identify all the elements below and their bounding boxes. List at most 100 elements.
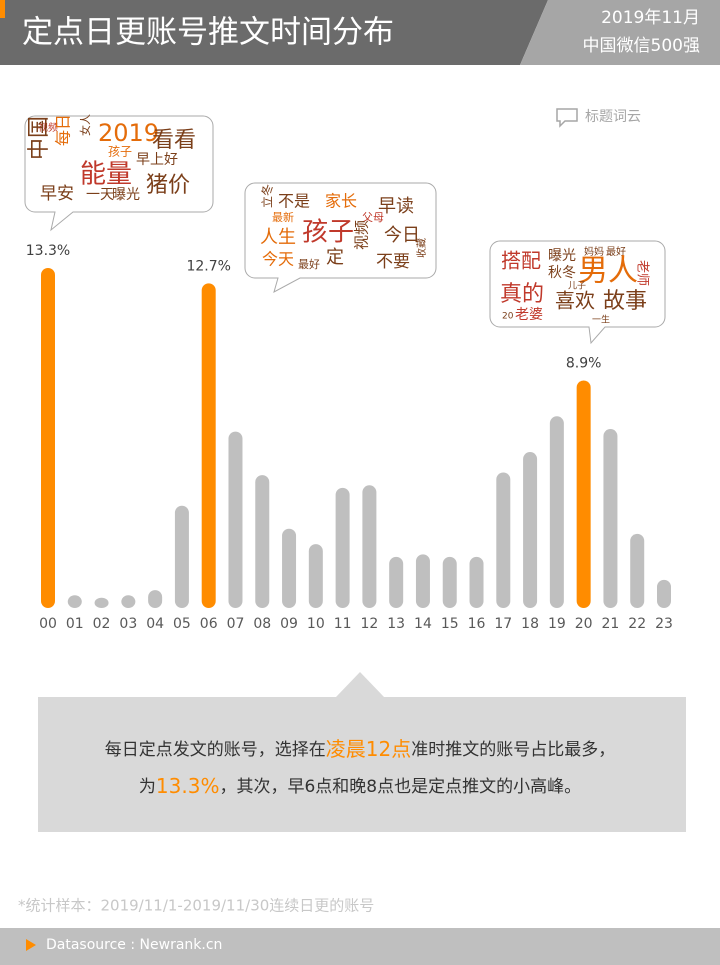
bar (442, 556, 457, 608)
cloud-word: 定 (326, 247, 344, 268)
bar (576, 380, 591, 608)
bar (41, 268, 55, 608)
cloud-word: 儿子 (568, 281, 586, 292)
footer-text: Datasource : Newrank.cn (46, 937, 222, 953)
x-tick-label: 21 (602, 616, 620, 632)
highlight: 凌晨12点 (326, 737, 411, 761)
cloud-word: 孩子 (108, 145, 132, 159)
bar (174, 505, 189, 608)
cloud-word: 今天 (262, 250, 294, 269)
bar (496, 472, 511, 608)
cloud-bubble (489, 240, 666, 345)
x-tick-label: 22 (628, 616, 646, 632)
x-tick-label: 18 (521, 616, 539, 632)
highlight: 13.3% (156, 774, 220, 798)
cloud-word: 视频 (38, 121, 58, 134)
x-tick-label: 00 (39, 616, 57, 632)
cloud-word: 中国 (27, 116, 52, 160)
bar (228, 431, 243, 608)
bar (308, 544, 323, 608)
cloud-word: 每日 (54, 114, 73, 146)
cloud-word: 故事 (603, 289, 647, 314)
text: 每日定点发文的账号，选择在 (105, 740, 326, 760)
cloud-word: 家长 (325, 192, 357, 211)
cloud-word: 老师 (635, 260, 650, 286)
x-tick-label: 14 (414, 616, 432, 632)
legend-label: 标题词云 (585, 109, 641, 125)
value-label: 12.7% (186, 258, 230, 274)
x-tick-label: 16 (468, 616, 486, 632)
cloud-word: 最新 (272, 210, 294, 224)
cloud-word: 一天 (86, 187, 114, 203)
annotation-line: 每日定点发文的账号，选择在凌晨12点准时推文的账号占比最多， (105, 737, 615, 761)
bar (657, 579, 671, 608)
x-tick-label: 01 (66, 616, 84, 632)
cloud-word: 搭配 (501, 249, 541, 273)
x-tick-label: 02 (93, 616, 111, 632)
cloud-word: 收藏 (415, 238, 428, 258)
x-tick-label: 11 (334, 616, 352, 632)
footnote: *统计样本：2019/11/1-2019/11/30连续日更的账号 (18, 897, 374, 915)
x-tick-label: 12 (360, 616, 378, 632)
footer-bar (0, 928, 720, 965)
title: 定点日更账号推文时间分布 (22, 15, 394, 51)
cloud-word: 喜欢 (555, 289, 595, 313)
footer-icon (26, 939, 36, 951)
x-tick-label: 20 (575, 616, 593, 632)
x-tick-label: 03 (119, 616, 137, 632)
bar (282, 528, 297, 608)
date: 2019年11月 (601, 8, 700, 28)
header-side (520, 0, 720, 65)
cloud-word: 视频 (353, 220, 371, 250)
value-label: 13.3% (26, 243, 70, 259)
cloud-word: 看看 (152, 128, 196, 153)
cloud-word: 曝光 (548, 248, 576, 264)
x-tick-label: 05 (173, 616, 191, 632)
x-tick-label: 15 (441, 616, 459, 632)
cloud-word: 老婆 (515, 307, 543, 323)
text: 准时推文的账号占比最多， (411, 740, 615, 760)
text: 为 (139, 777, 156, 797)
x-tick-label: 17 (494, 616, 512, 632)
cloud-word: 女人 (78, 114, 92, 136)
cloud-word: 早读 (378, 196, 414, 217)
cloud-word: 能量 (80, 160, 132, 190)
cloud-word: 早安 (40, 184, 74, 204)
cloud-word: 一生 (592, 314, 610, 326)
cloud-word: 孩子 (302, 218, 354, 248)
cloud-word: 男人 (578, 254, 638, 289)
bar (549, 416, 564, 608)
x-tick-label: 10 (307, 616, 325, 632)
x-tick-label: 13 (387, 616, 405, 632)
bar (148, 590, 163, 608)
legend-icon (556, 108, 578, 128)
bar (469, 556, 484, 608)
bar (335, 487, 350, 608)
cloud-word: 早上好 (136, 152, 178, 168)
header-bar (0, 0, 548, 65)
cloud-word: 立冬 (260, 184, 275, 208)
cloud-word: 人生 (260, 227, 296, 248)
bar (255, 475, 270, 608)
bar (523, 452, 538, 608)
bar (603, 429, 618, 608)
header-accent (0, 0, 5, 18)
bar (67, 595, 82, 608)
cloud-word: 真的 (500, 282, 544, 307)
bar (94, 597, 109, 608)
annotation-box (38, 672, 686, 832)
cloud-word: 猪价 (146, 173, 190, 198)
bar (389, 556, 404, 608)
cloud-bubble (244, 182, 437, 294)
x-tick-label: 23 (655, 616, 673, 632)
cloud-word: 今日 (384, 225, 420, 246)
cloud-word: 20 (502, 312, 514, 322)
cloud-word: 曝光 (112, 187, 140, 203)
bar (201, 283, 216, 608)
cloud-word: 不要 (376, 252, 410, 272)
x-tick-label: 06 (200, 616, 218, 632)
x-tick-label: 07 (227, 616, 245, 632)
bar (630, 533, 645, 608)
bar (362, 485, 377, 608)
text: ，其次，早6点和晚8点也是定点推文的小高峰。 (219, 777, 581, 797)
